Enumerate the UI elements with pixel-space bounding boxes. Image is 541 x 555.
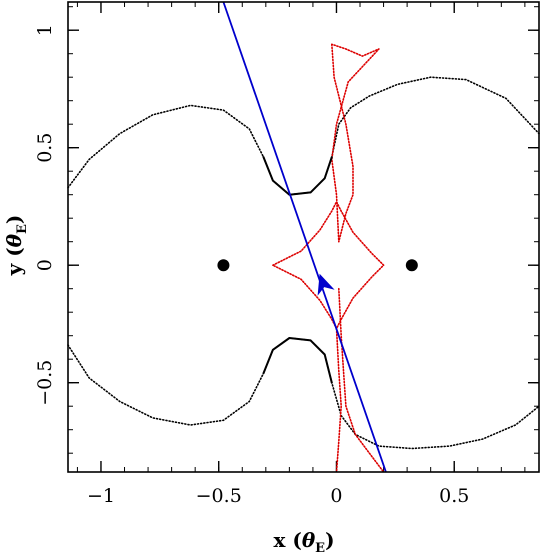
y-tick-label: 0.5	[34, 133, 56, 163]
y-tick-label: −0.5	[34, 360, 56, 406]
marks	[217, 1, 418, 473]
lens-point	[217, 259, 230, 272]
x-axis-label-suffix: )	[325, 528, 334, 552]
tick-labels: −1 −0.5 0 0.5 −0.5 0 0.5 1	[34, 24, 469, 507]
x-tick-label: −1	[87, 485, 115, 507]
caustic-lower	[337, 287, 385, 473]
y-axis-label-symbol: θ	[2, 233, 26, 247]
caustic-central	[272, 201, 385, 330]
lens-point	[405, 259, 418, 272]
y-axis-label: y (θE)	[2, 215, 30, 277]
x-tick-label: −0.5	[196, 485, 242, 507]
x-axis-label: x (θE)	[273, 528, 334, 555]
minor-ticks	[68, 2, 539, 472]
y-axis-label-subscript: E	[15, 224, 30, 234]
y-axis-label-suffix: )	[2, 215, 26, 224]
x-axis-label-subscript: E	[315, 541, 325, 555]
y-axis-label-prefix: y (	[2, 247, 26, 276]
trajectory-arrow-icon	[317, 273, 335, 296]
y-tick-label: 0	[34, 259, 56, 271]
critical-curve-upper	[67, 76, 540, 196]
plot-frame	[67, 1, 540, 473]
x-axis-label-symbol: θ	[302, 528, 316, 552]
x-tick-label: 0.5	[439, 485, 469, 507]
critical-curve-solid-lower	[262, 337, 333, 384]
critical-curve-lower	[67, 337, 540, 450]
caustic-upper	[330, 43, 380, 243]
curves	[67, 43, 540, 473]
source-trajectory	[222, 1, 387, 473]
critical-curve-solid-upper	[262, 156, 333, 196]
x-axis-label-prefix: x (	[273, 528, 301, 552]
y-tick-label: 1	[34, 24, 56, 36]
x-tick-label: 0	[330, 485, 342, 507]
caustic-lower-left	[335, 327, 343, 473]
major-ticks	[68, 2, 539, 472]
